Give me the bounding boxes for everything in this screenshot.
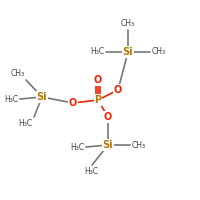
Text: O: O [114,85,122,95]
Text: H₃C: H₃C [84,167,98,176]
Text: H₃C: H₃C [70,142,84,152]
Text: CH₃: CH₃ [132,140,146,150]
Text: CH₃: CH₃ [11,69,25,78]
Text: CH₃: CH₃ [152,47,166,56]
Text: O: O [104,112,112,122]
Text: Si: Si [37,92,47,102]
Text: H₃C: H₃C [18,119,32,128]
Text: Si: Si [123,47,133,57]
Text: O: O [69,98,77,108]
Text: O: O [94,75,102,85]
Text: CH₃: CH₃ [121,19,135,28]
Text: P: P [94,95,102,105]
Text: H₃C: H₃C [90,47,104,56]
Text: H₃C: H₃C [4,95,18,104]
Text: Si: Si [103,140,113,150]
